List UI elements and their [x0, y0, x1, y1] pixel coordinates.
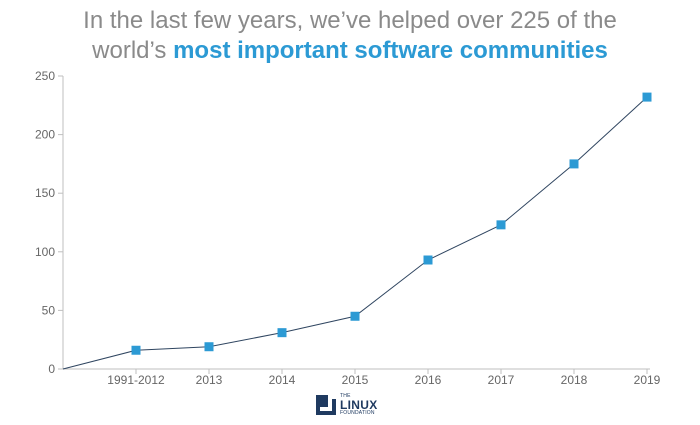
data-point-marker	[131, 345, 141, 355]
logo-text-linux: LINUX	[340, 398, 378, 412]
x-tick-label: 2018	[561, 373, 588, 387]
x-tick-label: 2016	[415, 373, 442, 387]
data-point-marker	[423, 255, 433, 265]
x-tick-label: 2019	[634, 373, 661, 387]
chart-title: In the last few years, we’ve helped over…	[0, 6, 700, 66]
linux-foundation-logo-icon	[316, 395, 336, 415]
series-line	[62, 96, 648, 370]
title-line-2-prefix: world’s	[92, 37, 174, 64]
title-highlight: most important software communities	[173, 37, 608, 64]
data-point-marker	[350, 311, 360, 321]
y-tick-label: 50	[42, 303, 56, 317]
x-tick-label: 2015	[342, 373, 369, 387]
y-tick-label: 250	[35, 69, 55, 83]
x-tick-label: 2014	[269, 373, 296, 387]
y-tick-label: 0	[48, 362, 55, 376]
data-point-marker	[277, 328, 287, 338]
y-tick-label: 200	[35, 128, 55, 142]
data-point-marker	[642, 92, 652, 102]
x-tick-label: 1991-2012	[107, 373, 165, 387]
y-tick-label: 100	[35, 245, 55, 259]
data-point-marker	[569, 159, 579, 169]
x-tick-label: 2017	[488, 373, 515, 387]
logo-text-the: THE	[340, 393, 351, 399]
data-point-marker	[496, 220, 506, 230]
logo-text-foundation: FOUNDATION	[340, 410, 375, 416]
title-line-2: world’s most important software communit…	[0, 36, 700, 66]
logo-text: THE LINUX FOUNDATION	[340, 394, 378, 416]
y-tick-label: 150	[35, 186, 55, 200]
x-tick-label: 2013	[196, 373, 223, 387]
data-point-marker	[204, 342, 214, 352]
linux-foundation-logo: THE LINUX FOUNDATION	[316, 392, 378, 418]
title-line-1: In the last few years, we’ve helped over…	[83, 7, 617, 34]
